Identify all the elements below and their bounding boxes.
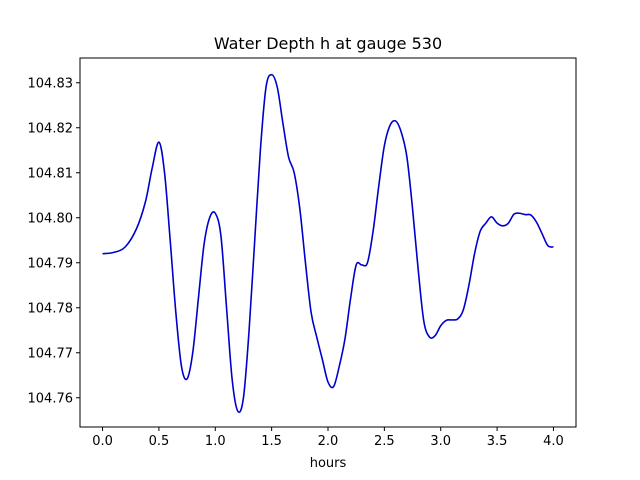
chart-title: Water Depth h at gauge 530 [214, 34, 442, 53]
x-tick-label: 4.0 [543, 434, 564, 449]
y-axis: 104.76 104.77 104.78 104.79 104.80 104.81 104.… [28, 76, 80, 406]
x-tick-label: 2.5 [374, 434, 395, 449]
x-tick-label: 3.0 [430, 434, 451, 449]
x-tick-label: 1.0 [205, 434, 226, 449]
x-axis: 0.0 0.5 1.0 1.5 2.0 2.5 3.0 3.5 4.0 [92, 427, 564, 449]
x-tick-label: 1.5 [261, 434, 282, 449]
plot-area [102, 73, 554, 414]
y-tick-label: 104.77 [28, 346, 74, 361]
y-tick-label: 104.80 [28, 211, 74, 226]
x-tick-label: 0.0 [92, 434, 113, 449]
y-tick-label: 104.78 [28, 301, 74, 316]
y-tick-label: 104.81 [28, 166, 74, 181]
y-tick-label: 104.83 [28, 76, 74, 91]
axes-frame [79, 57, 577, 428]
x-axis-label: hours [310, 456, 347, 471]
x-tick-label: 0.5 [149, 434, 170, 449]
x-tick-label: 3.5 [487, 434, 508, 449]
x-tick-label: 2.0 [318, 434, 339, 449]
y-tick-label: 104.76 [28, 391, 74, 406]
series-line [102, 73, 554, 414]
y-tick-label: 104.82 [28, 121, 74, 136]
y-tick-label: 104.79 [28, 256, 74, 271]
